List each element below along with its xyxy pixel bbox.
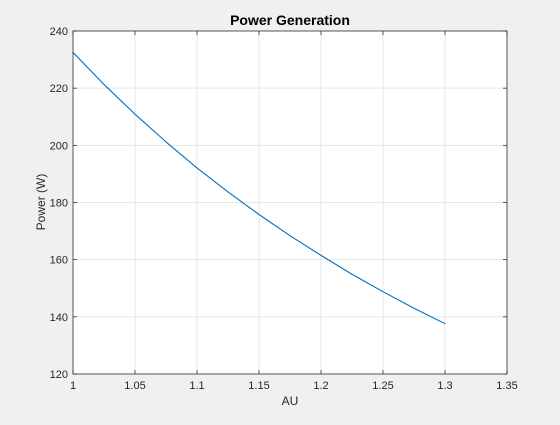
x-tick-label: 1.35 <box>496 380 517 392</box>
y-tick-label: 120 <box>50 369 68 381</box>
y-axis-label: Power (W) <box>34 174 48 231</box>
x-tick-label: 1.3 <box>437 380 452 392</box>
x-axis-label: AU <box>282 394 299 408</box>
x-tick-label: 1.05 <box>124 380 145 392</box>
y-tick-label: 180 <box>50 198 68 210</box>
y-tick-label: 140 <box>50 312 68 324</box>
x-tick-label: 1 <box>70 380 76 392</box>
x-tick-label: 1.25 <box>372 380 393 392</box>
y-tick-label: 220 <box>50 83 68 95</box>
y-tick-label: 200 <box>50 140 68 152</box>
series-line-0 <box>72 51 446 325</box>
y-tick-label: 160 <box>50 255 68 267</box>
series-layer <box>72 51 446 325</box>
x-tick-label: 1.2 <box>313 380 328 392</box>
x-tick-label: 1.15 <box>248 380 269 392</box>
y-tick-label: 240 <box>50 26 68 38</box>
x-tick-label: 1.1 <box>189 380 204 392</box>
chart-title: Power Generation <box>230 12 350 28</box>
ticks: 1 1.05 1.1 1.15 1.2 1.25 1.3 1.35 120 140 160 180 20… <box>50 26 518 392</box>
